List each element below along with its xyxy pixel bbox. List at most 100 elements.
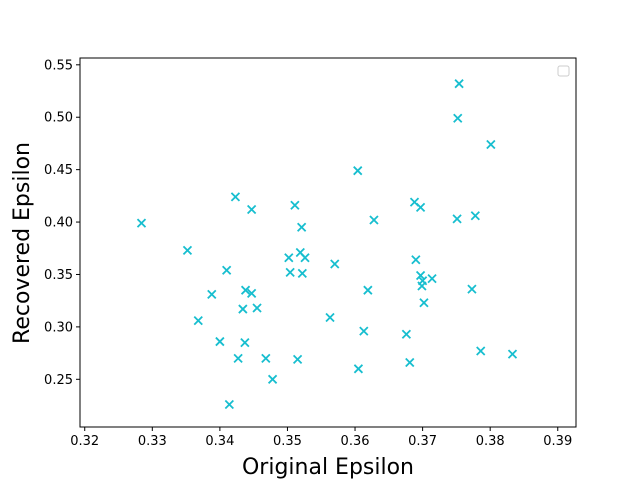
data-point-stroke	[452, 214, 462, 224]
data-point-stroke	[182, 245, 193, 255]
data-point	[476, 346, 486, 356]
data-point-stroke	[369, 215, 379, 225]
data-point	[427, 274, 437, 284]
data-point	[261, 353, 271, 363]
y-tick-label: 0.35	[44, 268, 73, 283]
data-point-stroke	[359, 326, 369, 336]
data-point-stroke	[240, 285, 251, 295]
data-point-stroke	[363, 285, 373, 295]
data-point-stroke	[476, 346, 486, 356]
data-point-stroke	[285, 267, 295, 278]
data-point	[240, 337, 250, 348]
x-tick-label: 0.34	[205, 434, 234, 449]
data-point	[230, 192, 241, 202]
y-tick-label: 0.55	[44, 58, 73, 73]
data-point	[486, 139, 496, 150]
data-point	[193, 315, 203, 326]
data-point-stroke	[405, 357, 415, 368]
data-point-stroke	[230, 192, 241, 202]
y-tick-label: 0.25	[44, 373, 73, 388]
data-point	[247, 288, 257, 298]
data-point	[325, 312, 335, 323]
data-point	[233, 353, 243, 363]
data-point-stroke	[284, 253, 294, 263]
data-point	[353, 166, 363, 176]
y-tick-label: 0.40	[44, 216, 73, 231]
x-tick-label: 0.35	[273, 434, 302, 449]
data-point-stroke	[353, 364, 364, 374]
data-point-stroke	[453, 113, 463, 123]
data-point	[292, 354, 303, 365]
data-point	[285, 267, 295, 278]
data-point	[222, 265, 232, 275]
data-point-stroke	[470, 211, 480, 221]
data-point-stroke	[411, 255, 421, 265]
data-point	[267, 374, 278, 384]
x-tick-label: 0.33	[138, 434, 167, 449]
plot-frame	[79, 57, 577, 428]
data-point-stroke	[419, 298, 429, 308]
data-point-stroke	[330, 259, 340, 269]
data-point-stroke	[300, 253, 310, 263]
data-point-stroke	[290, 200, 300, 210]
x-tick-label: 0.32	[70, 434, 99, 449]
data-point-stroke	[292, 354, 303, 365]
data-point	[353, 364, 364, 374]
y-tick-label: 0.50	[44, 111, 73, 126]
x-tick-label: 0.37	[408, 434, 437, 449]
data-point	[300, 253, 310, 263]
data-point	[207, 289, 217, 300]
data-point	[297, 268, 307, 279]
data-point	[452, 214, 462, 224]
data-point-stroke	[247, 204, 257, 215]
data-point	[453, 113, 463, 123]
y-axis-ticks: 0.25 0.30 0.35 0.40 0.45 0.50 0.55	[44, 58, 80, 388]
data-point	[224, 399, 234, 410]
data-point-stroke	[427, 274, 437, 284]
data-point	[359, 326, 369, 336]
data-point-stroke	[193, 315, 203, 326]
data-point	[182, 245, 193, 255]
data-point	[238, 304, 248, 314]
data-point	[297, 222, 307, 232]
data-point	[467, 284, 477, 294]
y-axis-label: Recovered Epsilon	[10, 142, 35, 344]
data-point	[215, 336, 225, 347]
data-point	[363, 285, 373, 295]
data-point-stroke	[240, 337, 250, 348]
data-point	[290, 200, 300, 210]
data-point	[411, 255, 421, 265]
data-point-stroke	[353, 166, 363, 176]
data-point	[470, 211, 480, 221]
data-point-stroke	[401, 329, 412, 339]
data-point	[401, 329, 412, 339]
data-point-stroke	[267, 374, 278, 384]
y-tick-label: 0.30	[44, 320, 73, 335]
data-point-stroke	[415, 270, 426, 281]
data-point	[415, 202, 426, 213]
data-point-stroke	[297, 222, 307, 232]
x-axis-label: Original Epsilon	[242, 455, 414, 480]
data-point	[415, 270, 426, 281]
data-point-stroke	[207, 289, 217, 300]
data-point-stroke	[233, 353, 243, 363]
data-point-stroke	[261, 353, 271, 363]
y-tick-label: 0.45	[44, 163, 73, 178]
data-point-stroke	[297, 268, 307, 279]
data-point-stroke	[486, 139, 496, 150]
data-point-stroke	[247, 288, 257, 298]
data-point	[419, 298, 429, 308]
data-point-stroke	[252, 303, 262, 313]
x-tick-label: 0.36	[341, 434, 370, 449]
data-point-stroke	[507, 349, 518, 359]
data-point	[507, 349, 518, 359]
chart-marks	[136, 79, 518, 410]
data-point-stroke	[224, 399, 234, 410]
data-point-stroke	[215, 336, 225, 347]
data-point-stroke	[454, 79, 464, 89]
data-point-stroke	[415, 202, 426, 213]
data-point-stroke	[136, 218, 147, 228]
data-point-stroke	[295, 247, 305, 258]
